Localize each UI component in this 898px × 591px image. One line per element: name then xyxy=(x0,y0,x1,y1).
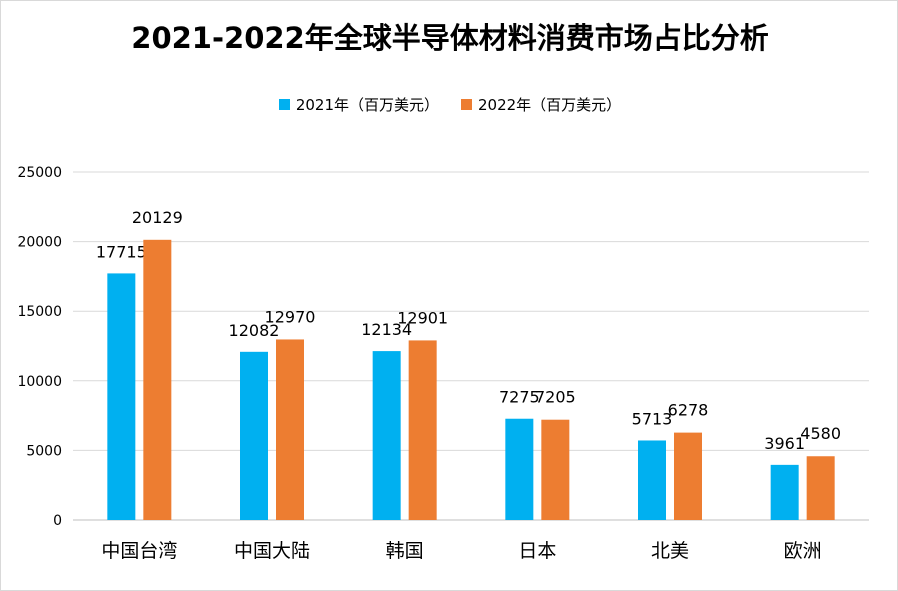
y-tick-label-5000: 5000 xyxy=(26,443,62,459)
legend-label-2022: 2022年（百万美元） xyxy=(478,96,622,114)
data-label-2021-5: 3961 xyxy=(764,434,805,453)
bar-2022-3 xyxy=(541,419,570,520)
bar-2021-2 xyxy=(372,351,401,520)
data-label-2021-3: 7275 xyxy=(499,388,540,407)
legend-item-2021: 2021年（百万美元） xyxy=(278,94,439,115)
bar-2021-3 xyxy=(505,418,534,520)
x-category-label-1: 中国大陆 xyxy=(234,540,310,562)
data-label-2022-1: 12970 xyxy=(265,307,316,326)
legend-item-2022: 2022年（百万美元） xyxy=(461,94,621,115)
bar-2021-0 xyxy=(107,273,136,520)
data-label-2021-0: 17715 xyxy=(96,242,147,261)
data-label-2022-5: 4580 xyxy=(800,424,841,443)
bar-2021-1 xyxy=(240,351,268,520)
x-category-label-3: 日本 xyxy=(518,540,556,562)
data-label-2022-2: 12901 xyxy=(397,308,448,327)
bar-2021-5 xyxy=(770,464,799,520)
y-tick-label-10000: 10000 xyxy=(17,374,62,390)
bar-2022-2 xyxy=(408,340,437,520)
legend-swatch-2022 xyxy=(461,99,472,110)
bar-2022-5 xyxy=(806,456,835,520)
bar-2021-4 xyxy=(638,440,666,520)
bar-2022-1 xyxy=(276,339,304,520)
data-label-2021-1: 12082 xyxy=(229,321,280,340)
x-category-label-0: 中国台湾 xyxy=(101,540,177,562)
y-tick-label-0: 0 xyxy=(53,513,62,529)
y-tick-label-15000: 15000 xyxy=(17,304,62,320)
chart-legend: 2021年（百万美元） 2022年（百万美元） xyxy=(1,94,898,115)
bar-2022-0 xyxy=(143,239,172,520)
x-category-label-5: 欧洲 xyxy=(784,540,822,562)
y-tick-label-20000: 20000 xyxy=(17,235,62,251)
data-label-2022-0: 20129 xyxy=(132,208,183,227)
x-category-label-2: 韩国 xyxy=(386,540,424,562)
legend-swatch-2021 xyxy=(278,99,290,110)
bar-2022-4 xyxy=(674,432,702,520)
legend-label-2021: 2021年（百万美元） xyxy=(295,96,439,114)
y-tick-label-25000: 25000 xyxy=(17,165,62,181)
data-label-2022-4: 6278 xyxy=(668,401,709,420)
data-label-2021-2: 12134 xyxy=(361,320,412,339)
data-label-2021-4: 5713 xyxy=(632,409,673,428)
x-category-label-4: 北美 xyxy=(651,540,689,562)
chart-title: 2021-2022年全球半导体材料消费市场占比分析 xyxy=(131,21,769,55)
data-label-2022-3: 7205 xyxy=(535,388,576,407)
